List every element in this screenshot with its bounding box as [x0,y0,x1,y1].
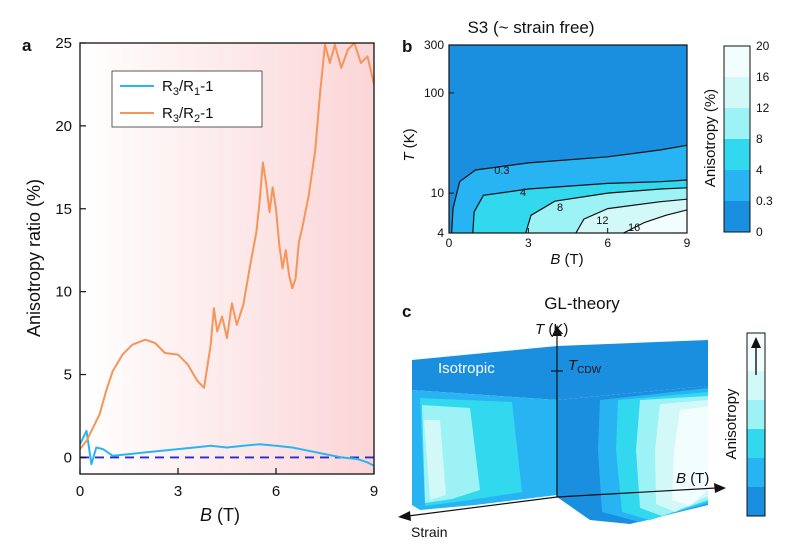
colorbar-segment [724,77,750,108]
b-x-tick-label: 3 [525,236,532,250]
panel-a-y-ticks: 0 5 10 15 20 25 [55,35,86,466]
gl-colorbar-seg-2 [747,458,765,487]
b-y-tick-label: 4 [437,226,444,240]
gl-isotropic-label: Isotropic [438,360,495,377]
contour-label-8: 8 [557,202,563,214]
contour-line-0.3 [451,144,687,233]
colorbar-segment [724,46,750,77]
colorbar-tick-label: 4 [756,163,763,177]
b-y-tick-label: 10 [431,186,445,200]
panel-c: c GL-theory T (K) B (T) Strain Isotropic [398,294,766,540]
panel-a-letter: a [22,36,32,55]
gl-b-axis [556,487,717,498]
contour-region-5 [449,209,687,233]
x-tick-label: 3 [174,483,182,500]
b-x-tick-label: 0 [446,236,453,250]
gl-colorbar-seg-4 [747,400,765,429]
gl-strain-axis [407,496,558,517]
legend-label-r3r2: R3/R2-1 [162,105,213,125]
panel-a-x-ticks: 0 3 6 9 [76,468,378,500]
gl-colorbar-seg-1 [747,487,765,516]
panel-a-y-axis-title: Anisotropy ratio (%) [24,179,44,337]
panel-a: a 0 3 6 9 0 5 10 15 20 25 B (T) Anisotropy ratio… [22,35,378,525]
x-tick-label: 6 [272,483,280,500]
gl-t-axis-label: T (K) [535,321,568,338]
panel-b-contour-labels: 0.3 4 8 12 16 [494,165,640,234]
gl-b-axis-label: B (T) [676,470,709,487]
b-y-tick-label: 300 [424,38,444,52]
panel-c-letter: c [402,302,411,321]
gl-colorbar-frame [746,332,766,517]
panel-a-x-axis-title: B (T) [200,505,240,525]
panel-b-colorbar [723,45,751,233]
panel-a-legend: R3/R1-1 R3/R2-1 [111,70,263,128]
gl-b-axis-arrow [714,483,726,493]
colorbar-tick-label: 0 [756,225,763,239]
contour-line-16 [623,209,687,233]
gl-colorbar-seg-5 [747,371,765,400]
panel-b-filled-contours [449,45,687,233]
panel-b-title: S3 (~ strain free) [467,18,594,37]
legend-label-r3r1: R3/R1-1 [162,78,213,98]
y-tick-label: 0 [64,449,72,466]
b-x-tick-label: 6 [604,236,611,250]
panel-b-y-axis-title: T (K) [401,128,418,161]
gl-strain-axis-arrow [398,511,411,521]
contour-label-12: 12 [596,215,608,227]
panel-b-x-ticks: 0 3 6 9 [446,228,691,250]
panel-b-colorbar-ticks: 0 0.3 4 8 12 16 20 [756,39,773,239]
colorbar-tick-label: 8 [756,132,763,146]
panel-b-colorbar-label: Anisotropy (%) [702,89,719,187]
y-tick-label: 25 [55,35,72,52]
colorbar-tick-label: 20 [756,39,770,53]
contour-region-4 [449,199,687,233]
legend-box [111,70,263,128]
x-tick-label: 9 [370,483,378,500]
y-tick-label: 20 [55,118,72,135]
b-y-tick-label: 100 [424,86,444,100]
colorbar-segment [724,139,750,170]
panel-b-letter: b [402,37,412,56]
contour-line-12 [575,198,687,233]
colorbar-tick-label: 0.3 [756,194,773,208]
y-tick-label: 5 [64,367,72,384]
contour-label-0.3: 0.3 [494,165,509,177]
gl-t-axis-arrow [552,325,562,336]
contour-line-4 [472,179,687,233]
gl-right-top-band [557,340,708,400]
gl-colorbar-seg-3 [747,429,765,458]
y-tick-label: 15 [55,201,72,218]
gl-isotropic-band [412,346,557,400]
colorbar-segment [724,170,750,201]
colorbar-tick-label: 16 [756,70,770,84]
colorbar-segment [724,108,750,139]
panel-b-x-axis-title: B (T) [550,251,583,268]
gl-tcdw-label: TCDW [568,357,602,376]
panel-b: b S3 (~ strain free) 0.3 4 8 12 16 0 3 6 9 4 10 1… [401,18,773,268]
colorbar-segment [724,201,750,232]
panel-a-frame [79,42,375,475]
gl-left-region-pale [424,420,446,500]
b-x-tick-label: 9 [684,236,691,250]
colorbar-frame [723,45,751,233]
panel-c-title: GL-theory [544,294,620,313]
gl-right-white [672,406,708,506]
panel-a-series-group [80,43,374,467]
series-line-r3r1 [80,429,374,467]
panel-b-y-ticks: 4 10 100 300 [424,38,454,240]
series-line-r3r2 [80,43,374,450]
contour-line-8 [525,187,687,233]
panel-b-contour-lines [451,144,687,233]
panel-b-frame [448,44,688,234]
contour-label-4: 4 [520,187,526,199]
gl-strain-label: Strain [411,524,448,540]
contour-label-16: 16 [628,222,640,234]
gl-colorbar-label: Anisotropy [723,388,740,459]
y-tick-label: 10 [55,284,72,301]
x-tick-label: 0 [76,483,84,500]
colorbar-tick-label: 12 [756,101,770,115]
gl-colorbar-arrow-head [751,337,761,348]
